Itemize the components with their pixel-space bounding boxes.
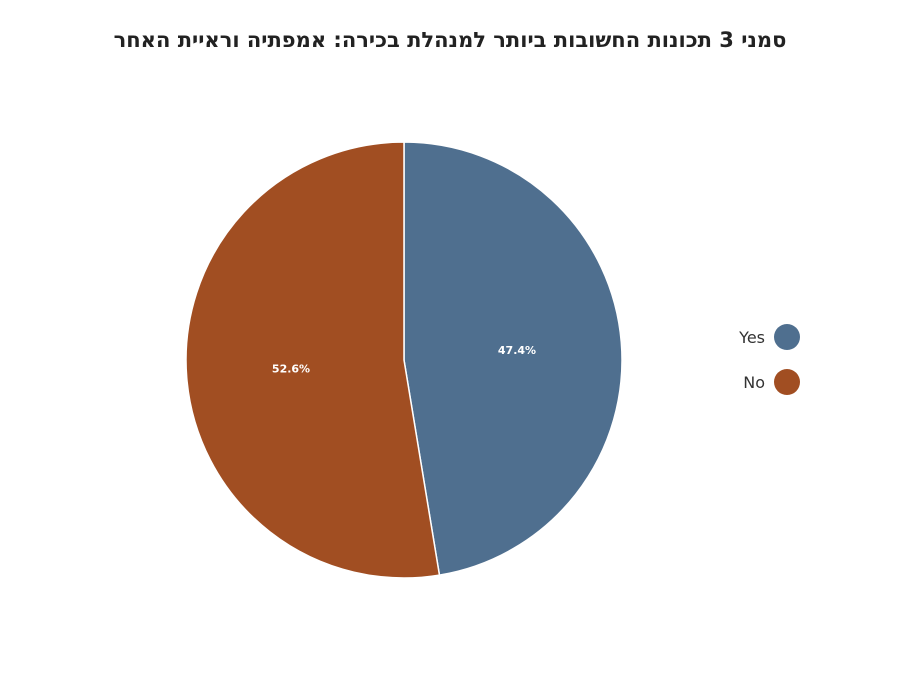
legend-item-yes[interactable]: Yes	[700, 322, 800, 352]
legend-label-no: No	[743, 372, 765, 392]
slice-label-no: 52.6%	[272, 362, 310, 375]
legend-label-yes: Yes	[739, 327, 765, 347]
slice-label-yes: 47.4%	[498, 344, 536, 357]
legend-item-no[interactable]: No	[700, 367, 800, 397]
pie-slice-labels: 47.4% 52.6%	[272, 344, 536, 376]
legend-swatch-no	[774, 369, 800, 395]
legend-swatch-yes	[774, 324, 800, 350]
pie-slice-no[interactable]	[185, 141, 441, 579]
pie-slice-yes[interactable]	[403, 141, 623, 576]
pie-slices	[185, 141, 623, 579]
chart-title: סמני 3 תכונות החשובות ביותר למנהלת בכירה…	[113, 28, 787, 52]
legend: Yes No	[700, 322, 800, 412]
